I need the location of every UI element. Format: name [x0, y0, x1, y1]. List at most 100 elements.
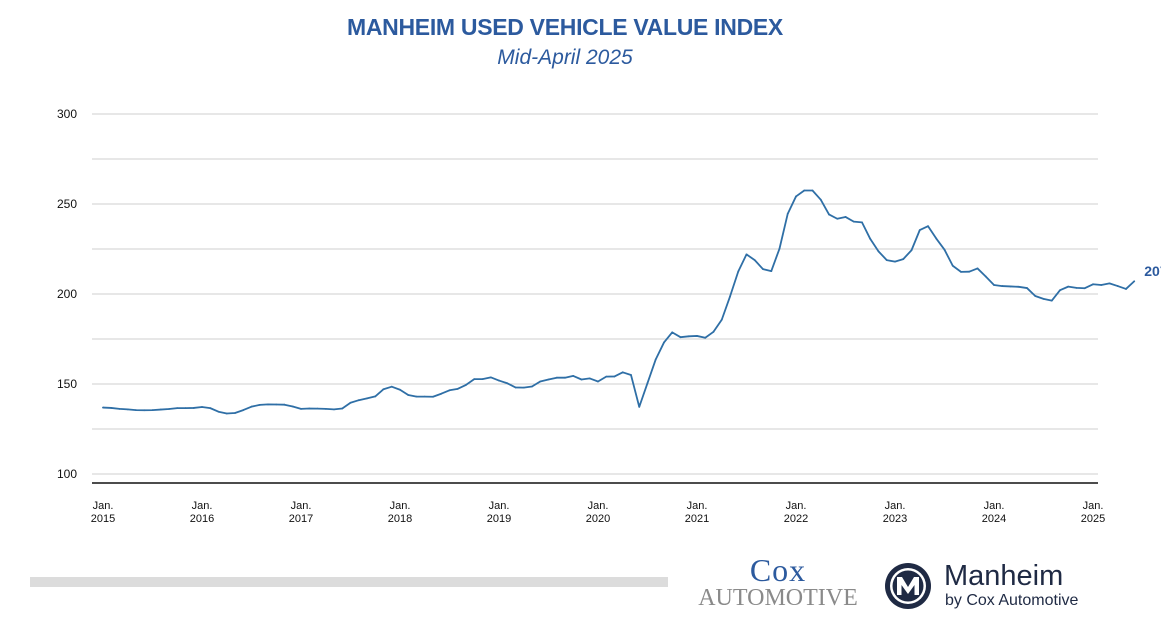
data-point	[159, 408, 162, 411]
manheim-tagline: by Cox Automotive	[945, 592, 1079, 609]
data-point	[1050, 299, 1053, 302]
data-point	[770, 270, 773, 273]
data-point	[869, 238, 872, 240]
data-point	[1042, 297, 1045, 300]
manheim-logo-text: Manheim	[944, 560, 1064, 592]
data-point	[415, 395, 418, 398]
x-tick-month: Jan.	[885, 500, 906, 512]
data-point	[877, 250, 880, 253]
data-point	[432, 395, 434, 398]
data-point	[514, 386, 517, 389]
data-point	[143, 409, 146, 412]
data-point	[852, 220, 855, 223]
x-tick-month: Jan.	[291, 500, 312, 512]
cox-automotive-logo: Cox Automotive	[692, 552, 864, 611]
data-point	[489, 376, 492, 379]
data-point	[1100, 284, 1103, 286]
data-point	[621, 371, 624, 374]
data-point	[126, 408, 129, 411]
x-tick-year: 2021	[685, 513, 709, 525]
data-point	[184, 407, 187, 410]
data-point	[753, 259, 756, 262]
x-tick-year: 2017	[289, 513, 313, 525]
data-point	[803, 189, 806, 192]
data-point	[1009, 285, 1012, 288]
data-point	[976, 267, 979, 270]
data-point	[671, 331, 674, 334]
data-point	[663, 341, 665, 344]
data-point	[745, 253, 748, 256]
data-point	[885, 259, 888, 262]
data-point	[102, 406, 104, 409]
data-point	[679, 336, 682, 339]
data-point	[836, 217, 839, 220]
data-point	[704, 336, 707, 339]
data-point	[951, 264, 954, 267]
data-point	[539, 380, 542, 383]
data-point	[390, 385, 393, 388]
data-point	[1075, 286, 1078, 289]
data-point	[737, 270, 740, 273]
data-point	[1083, 287, 1086, 290]
data-point	[902, 258, 905, 260]
data-point	[918, 229, 921, 232]
x-tick-year: 2016	[190, 513, 214, 525]
x-tick-month: Jan.	[1083, 500, 1104, 512]
footer-divider	[30, 577, 668, 587]
series-points	[102, 189, 1136, 415]
data-point	[135, 409, 137, 411]
data-point	[217, 410, 220, 413]
data-point	[1059, 289, 1061, 292]
data-point	[1125, 288, 1127, 290]
x-tick-month: Jan.	[93, 500, 114, 512]
x-tick-month: Jan.	[489, 500, 510, 512]
x-tick-year: 2019	[487, 513, 511, 525]
data-point	[349, 401, 352, 404]
manheim-emblem-icon	[885, 563, 931, 609]
data-point	[456, 387, 459, 390]
end-value-label: 207.1	[1144, 263, 1161, 279]
data-point	[729, 295, 731, 298]
data-point	[407, 394, 410, 396]
x-tick-year: 2025	[1081, 513, 1105, 525]
data-point	[968, 270, 971, 273]
data-point	[176, 407, 179, 410]
data-point	[894, 260, 896, 263]
data-point	[910, 249, 913, 252]
data-point	[151, 409, 154, 411]
data-point	[423, 395, 426, 398]
data-point	[324, 407, 327, 410]
data-point	[630, 374, 632, 376]
y-tick-label: 300	[57, 107, 77, 121]
cox-logo-text: Cox	[749, 552, 807, 588]
data-point	[118, 407, 121, 410]
data-point	[225, 412, 228, 415]
data-point	[522, 386, 525, 389]
data-point	[341, 407, 344, 410]
data-point	[605, 375, 608, 378]
chart-title: MANHEIM USED VEHICLE VALUE INDEX	[347, 14, 783, 40]
x-tick-month: Jan.	[687, 500, 708, 512]
data-point	[473, 378, 476, 381]
data-point	[828, 213, 830, 216]
data-point	[1001, 285, 1004, 287]
data-point	[382, 388, 385, 391]
data-point	[1017, 285, 1020, 288]
data-point	[291, 405, 294, 408]
x-tick-month: Jan.	[786, 500, 807, 512]
data-point	[308, 407, 311, 410]
data-point	[234, 412, 236, 414]
data-point	[547, 378, 550, 381]
data-point	[795, 195, 797, 198]
y-tick-label: 150	[57, 377, 77, 391]
data-point	[646, 382, 649, 384]
data-point	[465, 384, 467, 386]
data-point	[192, 407, 195, 409]
x-tick-month: Jan.	[588, 500, 609, 512]
data-point	[588, 377, 591, 380]
data-point	[448, 389, 451, 392]
data-point	[366, 397, 368, 400]
data-point	[357, 399, 360, 402]
data-point	[506, 382, 509, 385]
data-point	[580, 378, 583, 381]
